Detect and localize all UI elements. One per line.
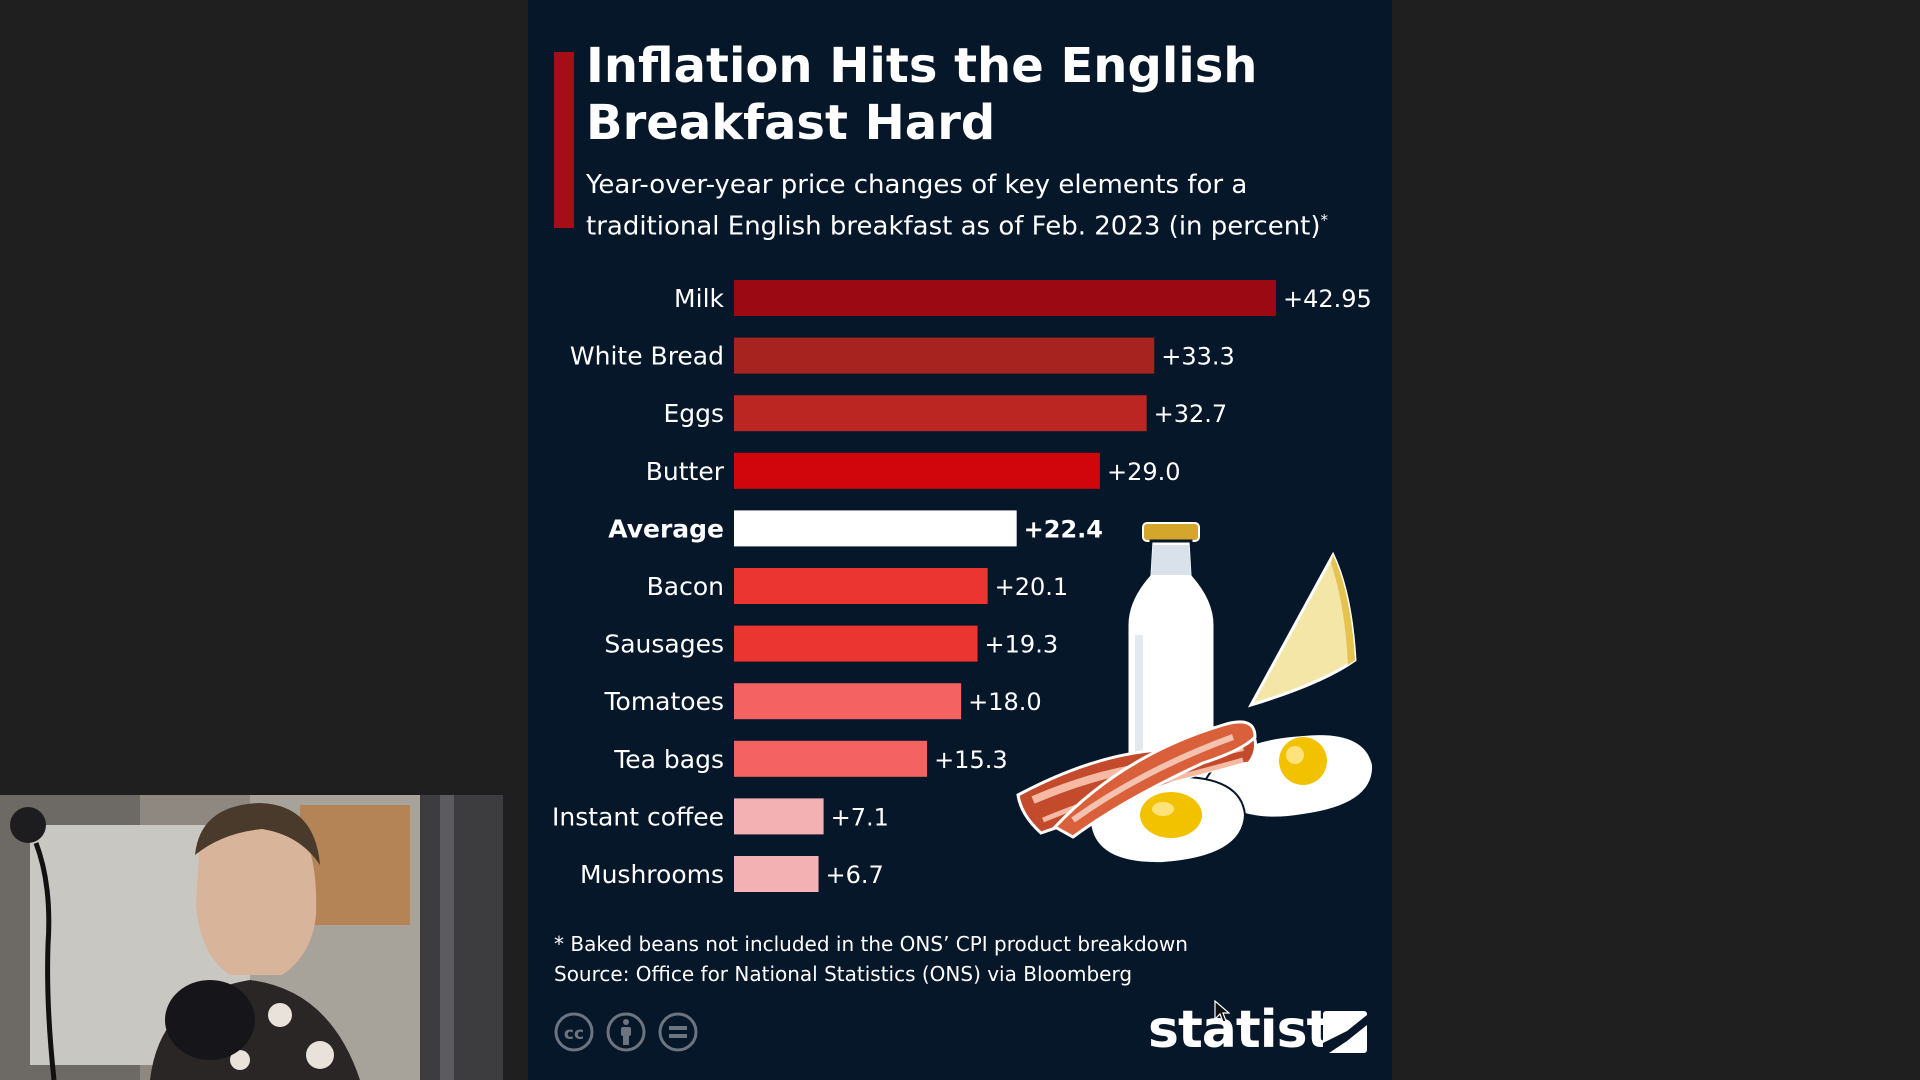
category-label-average: Average bbox=[608, 514, 724, 543]
value-label-eggs: +32.7 bbox=[1154, 400, 1228, 428]
bar-eggs bbox=[734, 395, 1147, 432]
value-label-instant-coffee: +7.1 bbox=[831, 803, 889, 831]
bar-tea-bags bbox=[734, 740, 928, 777]
breakfast-illustration bbox=[1016, 522, 1375, 865]
category-label-eggs: Eggs bbox=[663, 399, 724, 428]
statista-logo-icon bbox=[1323, 1011, 1367, 1053]
value-label-white-bread: +33.3 bbox=[1161, 343, 1235, 371]
webcam-overlay bbox=[0, 795, 503, 1080]
category-label-tea-bags: Tea bags bbox=[613, 745, 724, 774]
bar-mushrooms bbox=[734, 856, 819, 892]
footnote-source: Source: Office for National Statistics (… bbox=[554, 962, 1133, 986]
category-label-milk: Milk bbox=[674, 284, 724, 313]
license-icons: cc bbox=[554, 1012, 698, 1052]
subtitle-text: Year-over-year price changes of key elem… bbox=[586, 170, 1321, 242]
footnote: * Baked beans not included in the ONS’ C… bbox=[554, 929, 1188, 989]
value-label-tea-bags: +15.3 bbox=[934, 746, 1008, 774]
category-label-instant-coffee: Instant coffee bbox=[552, 802, 724, 831]
chart-subtitle: Year-over-year price changes of key elem… bbox=[586, 168, 1376, 245]
category-label-mushrooms: Mushrooms bbox=[580, 860, 724, 889]
cc-icon: cc bbox=[554, 1012, 594, 1052]
bar-milk bbox=[734, 280, 1276, 316]
cheese-icon bbox=[1247, 551, 1357, 708]
bar-tomatoes bbox=[734, 683, 962, 720]
category-label-butter: Butter bbox=[646, 457, 725, 486]
value-label-bacon: +20.1 bbox=[995, 573, 1069, 601]
title-accent-bar bbox=[554, 52, 574, 228]
value-label-sausages: +19.3 bbox=[985, 631, 1059, 659]
bar-average bbox=[734, 510, 1017, 547]
bar-bacon bbox=[734, 568, 988, 604]
category-label-sausages: Sausages bbox=[604, 630, 724, 659]
attribution-icon bbox=[606, 1012, 646, 1052]
headset-icon bbox=[10, 807, 57, 1080]
no-derivatives-icon bbox=[658, 1012, 698, 1052]
value-label-tomatoes: +18.0 bbox=[968, 688, 1042, 716]
bar-butter bbox=[734, 452, 1100, 489]
category-label-tomatoes: Tomatoes bbox=[604, 687, 725, 716]
value-label-mushrooms: +6.7 bbox=[826, 861, 884, 889]
bar-white-bread bbox=[734, 337, 1155, 374]
svg-text:cc: cc bbox=[564, 1024, 584, 1044]
bacon-icon bbox=[1016, 720, 1257, 839]
bar-sausages bbox=[734, 625, 978, 662]
footnote-note: * Baked beans not included in the ONS’ C… bbox=[554, 932, 1188, 956]
value-label-milk: +42.95 bbox=[1283, 285, 1372, 313]
mouse-cursor-icon bbox=[1214, 1000, 1230, 1023]
category-label-white-bread: White Bread bbox=[570, 342, 724, 371]
value-label-average: +22.4 bbox=[1024, 515, 1103, 543]
bar-chart: Milk +42.95 White Bread +33.3 Eggs +32.7 Butte… bbox=[552, 280, 1372, 892]
category-label-bacon: Bacon bbox=[647, 572, 724, 601]
person-silhouette bbox=[150, 803, 360, 1080]
subtitle-footnote-marker: * bbox=[1320, 211, 1329, 229]
chart-title: Inflation Hits the English Breakfast Har… bbox=[586, 38, 1258, 151]
infographic-panel: Inflation Hits the English Breakfast Har… bbox=[528, 0, 1392, 1080]
value-label-butter: +29.0 bbox=[1107, 458, 1181, 486]
bar-instant-coffee bbox=[734, 798, 824, 835]
